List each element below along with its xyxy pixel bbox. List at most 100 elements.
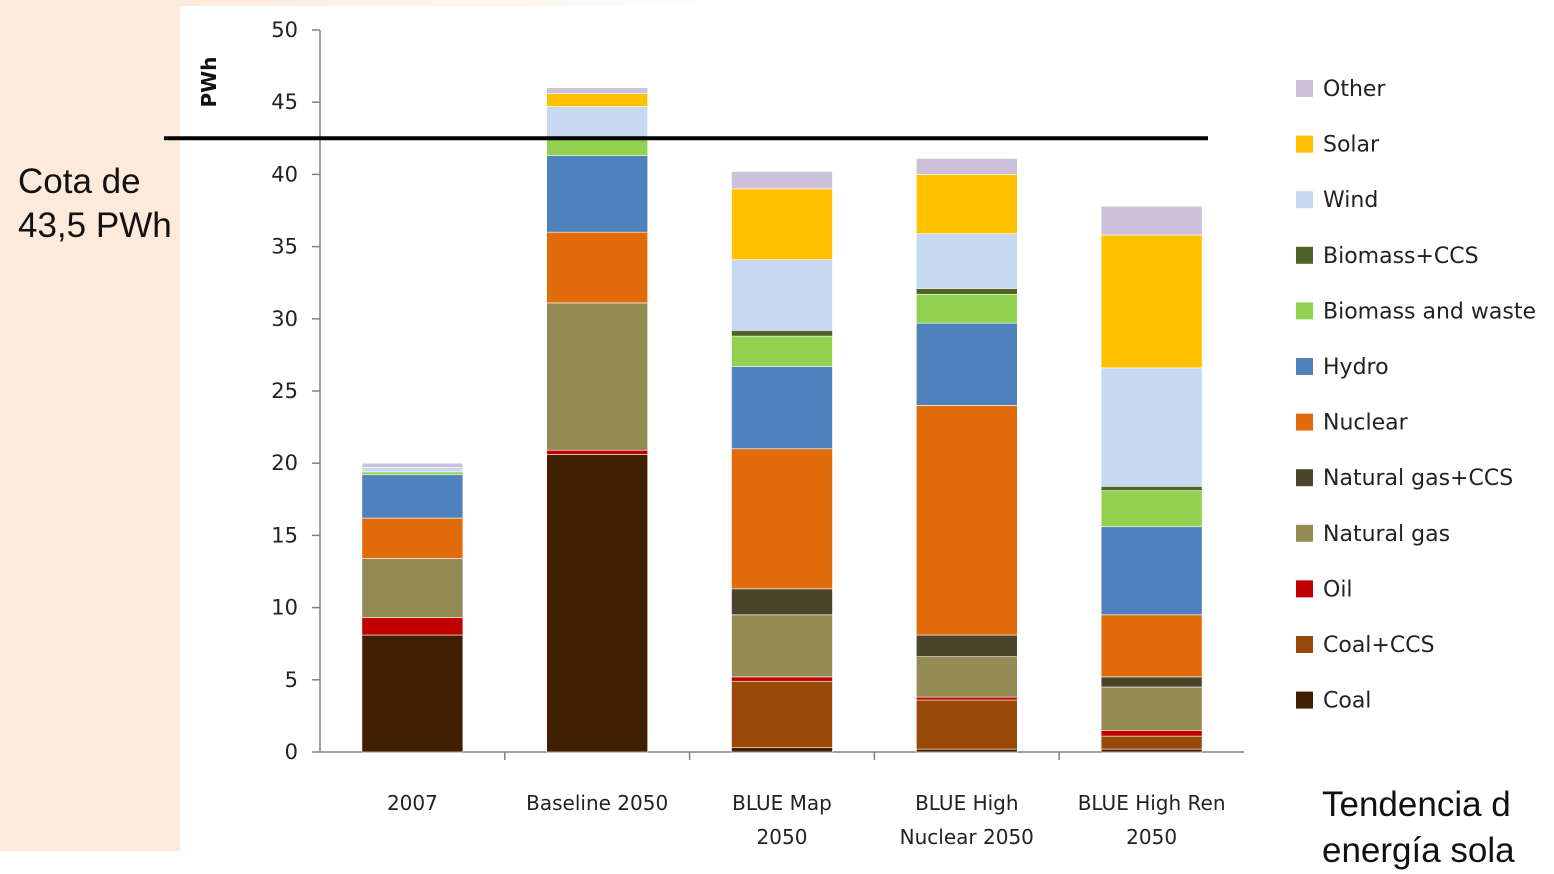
bar-segment-biomass-ccs [915,288,1018,295]
chart-axes: 0 5 10 15 20 25 30 35 40 45 50 [271,18,1244,764]
bar-segment-natural-gas-ccs [731,588,833,616]
bar-segment-other [915,158,1018,175]
bar-segment-wind [361,467,464,473]
y-tick-label: 10 [271,596,298,620]
legend-swatch [1296,191,1313,209]
bar-segment-solar [1100,234,1203,369]
bar-segment-nuclear [915,405,1018,636]
legend-entry-label: Coal [1323,689,1371,714]
bar-segment-other [361,462,464,468]
legend-entry-label: Wind [1323,188,1378,213]
bar-segment-biomass-and-waste [361,471,464,476]
y-tick-label: 0 [285,740,298,764]
bar-segment-biomass-and-waste [915,293,1018,324]
legend-swatch [1296,469,1313,487]
x-category-label: Nuclear 2050 [900,825,1034,849]
bar-segment-solar [731,188,833,260]
bar-segment-hydro [731,366,833,450]
y-tick-label: 35 [271,235,298,259]
bar-segment-oil [731,676,833,682]
y-tick-label: 15 [271,523,298,547]
bar-segment-coal-ccs [731,680,833,748]
bar-segment-hydro [915,322,1018,406]
threshold-annotation: Cota de 43,5 PWh [18,162,172,245]
legend-swatch [1296,358,1313,375]
legend-entry-label: Oil [1323,577,1353,602]
legend-swatch [1296,80,1313,97]
y-tick-label: 50 [271,18,298,42]
side-panel [0,0,180,851]
bar-segment-biomass-and-waste [1100,490,1203,528]
bar-segment-coal [731,747,833,753]
bar-segment-nuclear [731,448,833,590]
bar-segment-biomass-ccs [731,330,833,337]
bar-segment-solar [546,93,649,107]
bar-segment-biomass-ccs [1100,486,1203,491]
bar-segment-natural-gas [731,614,833,678]
legend-entry-label: Other [1323,77,1386,102]
bar-segment-oil [361,617,464,636]
bar-segment-hydro [1100,526,1203,616]
bar-segment-natural-gas [361,558,464,619]
bar-segment-coal [915,748,1018,753]
legend-swatch [1296,524,1313,542]
x-category-label: 2050 [757,825,808,849]
bar-segment-oil [1100,730,1203,737]
category-labels: 2007 Baseline 2050 BLUE Map 2050 BLUE High Nu… [387,791,1226,849]
bar-segment-nuclear [546,231,649,304]
bar-segment-coal [361,634,464,753]
bar-segment-coal [546,454,649,753]
top-band [180,0,740,6]
legend-entry-label: Biomass+CCS [1323,244,1479,269]
chart-legend: Other Solar Wind Biomass+CCS Biomass and was… [1296,77,1536,714]
y-tick-label: 5 [285,668,298,692]
legend-entry-label: Nuclear [1323,411,1409,436]
legend-entry-label: Solar [1323,133,1380,158]
legend-swatch [1296,302,1313,320]
legend-swatch [1296,135,1313,153]
bar-segment-oil [915,696,1018,701]
bar-segment-wind [546,106,649,138]
chart-bars [361,87,1203,753]
x-category-label: 2007 [387,791,438,815]
bar-segment-wind [731,259,833,331]
legend-entry-label: Natural gas [1323,522,1450,547]
bar-segment-wind [915,233,1018,289]
bar-segment-nuclear [1100,614,1203,678]
legend-swatch [1296,636,1313,653]
legend-swatch [1296,691,1313,709]
legend-swatch [1296,580,1313,598]
x-category-label: BLUE High [915,791,1018,815]
bar-segment-biomass-and-waste [731,335,833,367]
bar-segment-natural-gas-ccs [1100,676,1203,688]
y-tick-label: 45 [271,90,298,114]
caption-text: Tendencia d energía sola [1322,785,1515,870]
bar-segment-oil [546,449,649,455]
x-category-label: BLUE Map [732,791,832,815]
y-tick-label: 40 [271,162,298,186]
bar-segment-natural-gas [915,656,1018,698]
bar-segment-solar [915,174,1018,234]
legend-swatch [1296,246,1313,264]
bar-segment-other [1100,205,1203,236]
y-tick-label: 20 [271,451,298,475]
bar-segment-natural-gas [1100,686,1203,731]
y-tick-label: 30 [271,307,298,331]
legend-entry-label: Biomass and waste [1323,299,1536,324]
bar-segment-coal-ccs [1100,735,1203,750]
bar-segment-other [546,87,649,94]
bar-segment-coal [1100,748,1203,753]
legend-entry-label: Coal+CCS [1323,633,1435,658]
stacked-bar-chart: 0 5 10 15 20 25 30 35 40 45 50 2007 Baseline 2050 BL… [164,18,1536,849]
bar-segment-coal-ccs [915,699,1018,750]
bar-segment-wind [1100,367,1203,487]
bar-segment-other [731,171,833,190]
y-axis-unit-label: PWh [197,57,221,108]
bar-segment-natural-gas-ccs [915,634,1018,657]
legend-swatch [1296,413,1313,431]
bar-segment-nuclear [361,517,464,559]
x-category-label: Baseline 2050 [526,791,668,815]
y-tick-label: 25 [271,379,298,403]
legend-entry-label: Natural gas+CCS [1323,466,1513,491]
legend-entry-label: Hydro [1323,355,1389,380]
